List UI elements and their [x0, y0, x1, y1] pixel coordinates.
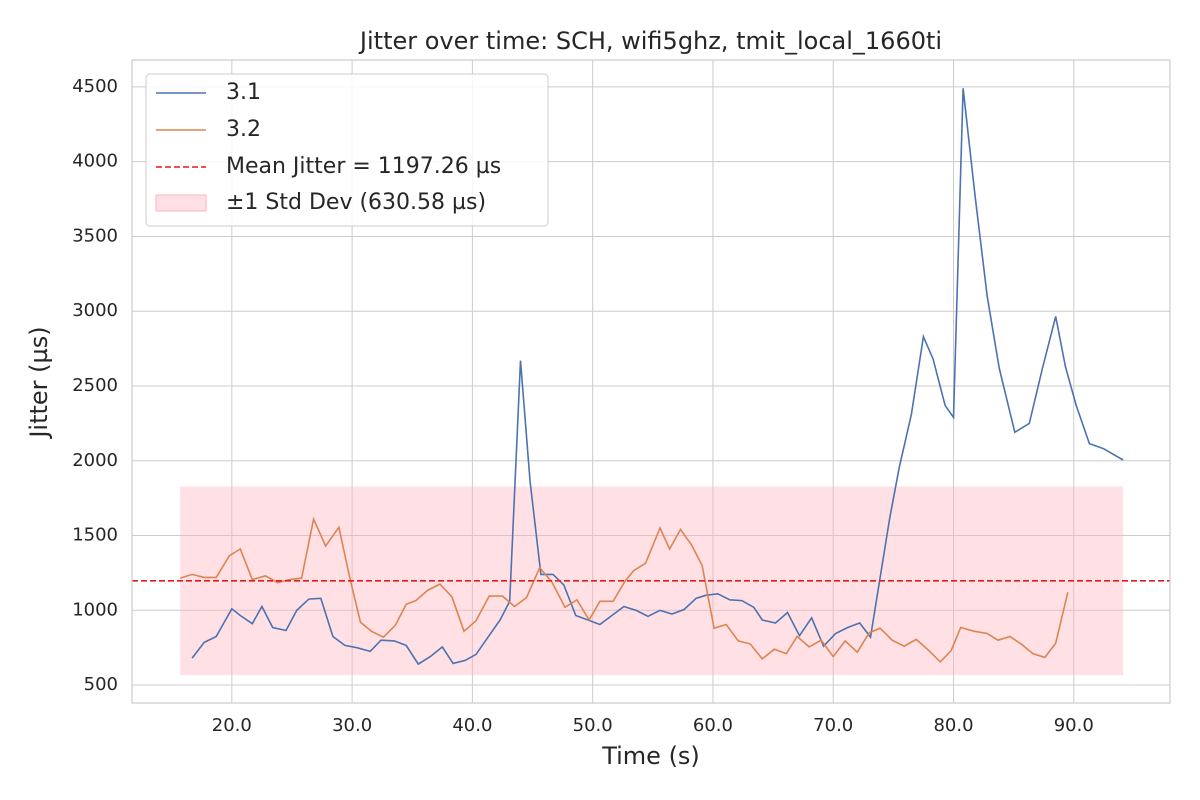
x-tick-label: 20.0 [212, 715, 252, 736]
x-tick-label: 30.0 [332, 715, 372, 736]
data-line [179, 516, 1069, 664]
x-axis-label: Time (s) [601, 742, 700, 770]
x-tick-label: 90.0 [1054, 715, 1094, 736]
legend-swatch [155, 194, 207, 212]
data-line [191, 88, 1124, 666]
legend-label: Mean Jitter = 1197.26 µs [226, 154, 501, 179]
legend-label: 3.1 [226, 80, 261, 105]
x-tick-label: 60.0 [693, 715, 733, 736]
y-tick-label: 2500 [72, 375, 118, 396]
y-tick-label: 500 [84, 674, 118, 695]
x-tick-label: 70.0 [813, 715, 853, 736]
chart-title: Jitter over time: SCH, wifi5ghz, tmit_lo… [358, 27, 942, 55]
legend-label: 3.2 [226, 117, 261, 142]
y-tick-label: 1500 [72, 525, 118, 546]
y-tick-label: 4000 [72, 151, 118, 172]
y-axis-label: Jitter (µs) [25, 326, 53, 439]
x-tick-label: 80.0 [933, 715, 973, 736]
x-tick-label: 50.0 [573, 715, 613, 736]
legend-label: ±1 Std Dev (630.58 µs) [226, 190, 486, 215]
x-tick-label: 40.0 [452, 715, 492, 736]
legend: 3.1 3.2 Mean Jitter = 1197.26 µs ±1 Std Dev… [145, 73, 549, 227]
y-tick-label: 3500 [72, 225, 118, 246]
legend-box [145, 73, 549, 227]
y-tick-label: 3000 [72, 300, 118, 321]
y-tick-label: 1000 [72, 599, 118, 620]
plot-frame [131, 59, 1171, 704]
y-tick-label: 2000 [72, 450, 118, 471]
y-tick-label: 4500 [72, 76, 118, 97]
